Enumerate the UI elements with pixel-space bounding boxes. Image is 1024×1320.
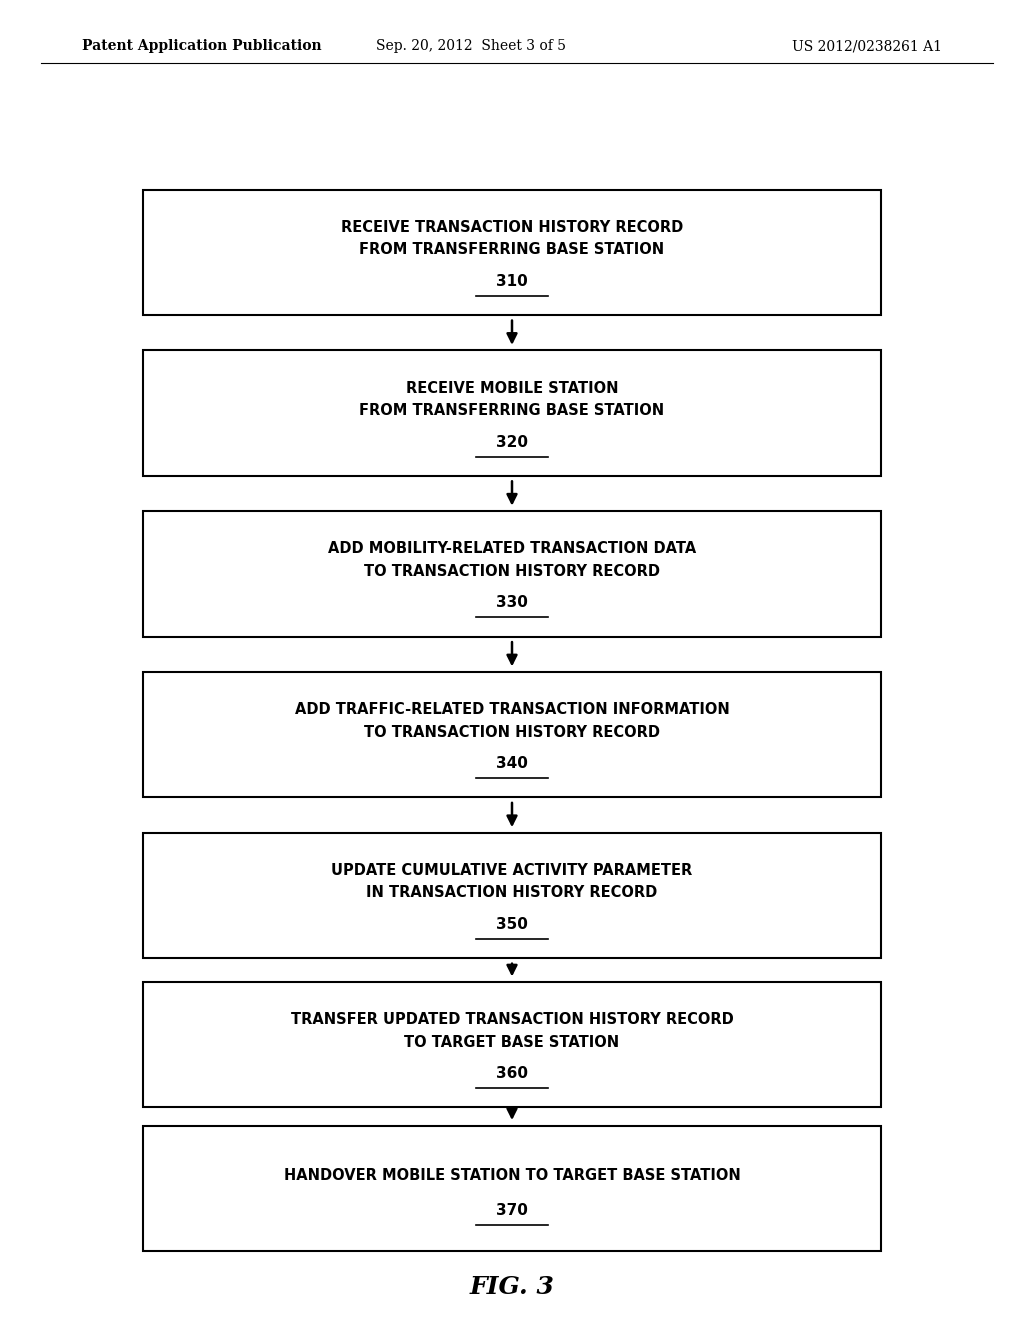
Text: 350: 350 xyxy=(496,917,528,932)
Text: TO TRANSACTION HISTORY RECORD: TO TRANSACTION HISTORY RECORD xyxy=(364,564,660,578)
FancyBboxPatch shape xyxy=(143,1126,881,1251)
Text: FROM TRANSFERRING BASE STATION: FROM TRANSFERRING BASE STATION xyxy=(359,403,665,418)
Text: IN TRANSACTION HISTORY RECORD: IN TRANSACTION HISTORY RECORD xyxy=(367,886,657,900)
Text: FIG. 3: FIG. 3 xyxy=(470,1275,554,1299)
Text: 370: 370 xyxy=(496,1204,528,1218)
FancyBboxPatch shape xyxy=(143,350,881,475)
Text: 340: 340 xyxy=(496,756,528,771)
Text: 310: 310 xyxy=(496,273,528,289)
Text: 330: 330 xyxy=(496,595,528,610)
Text: RECEIVE MOBILE STATION: RECEIVE MOBILE STATION xyxy=(406,380,618,396)
Text: HANDOVER MOBILE STATION TO TARGET BASE STATION: HANDOVER MOBILE STATION TO TARGET BASE S… xyxy=(284,1168,740,1183)
Text: ADD MOBILITY-RELATED TRANSACTION DATA: ADD MOBILITY-RELATED TRANSACTION DATA xyxy=(328,541,696,556)
Text: Patent Application Publication: Patent Application Publication xyxy=(82,40,322,53)
Text: TO TRANSACTION HISTORY RECORD: TO TRANSACTION HISTORY RECORD xyxy=(364,725,660,739)
Text: Sep. 20, 2012  Sheet 3 of 5: Sep. 20, 2012 Sheet 3 of 5 xyxy=(376,40,566,53)
Text: TRANSFER UPDATED TRANSACTION HISTORY RECORD: TRANSFER UPDATED TRANSACTION HISTORY REC… xyxy=(291,1012,733,1027)
Text: FROM TRANSFERRING BASE STATION: FROM TRANSFERRING BASE STATION xyxy=(359,242,665,257)
FancyBboxPatch shape xyxy=(143,190,881,315)
Text: TO TARGET BASE STATION: TO TARGET BASE STATION xyxy=(404,1035,620,1049)
Text: ADD TRAFFIC-RELATED TRANSACTION INFORMATION: ADD TRAFFIC-RELATED TRANSACTION INFORMAT… xyxy=(295,702,729,717)
FancyBboxPatch shape xyxy=(143,982,881,1107)
FancyBboxPatch shape xyxy=(143,511,881,636)
FancyBboxPatch shape xyxy=(143,833,881,958)
Text: UPDATE CUMULATIVE ACTIVITY PARAMETER: UPDATE CUMULATIVE ACTIVITY PARAMETER xyxy=(332,863,692,878)
Text: 320: 320 xyxy=(496,434,528,450)
Text: RECEIVE TRANSACTION HISTORY RECORD: RECEIVE TRANSACTION HISTORY RECORD xyxy=(341,219,683,235)
Text: US 2012/0238261 A1: US 2012/0238261 A1 xyxy=(793,40,942,53)
Text: 360: 360 xyxy=(496,1067,528,1081)
FancyBboxPatch shape xyxy=(143,672,881,797)
